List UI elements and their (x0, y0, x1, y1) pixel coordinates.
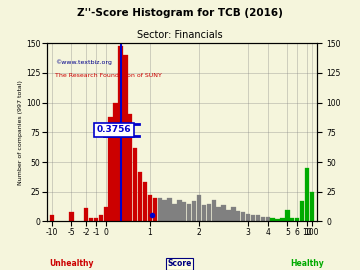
Bar (177, 200, 181, 221)
Bar (99, 215, 103, 221)
Bar (133, 148, 138, 221)
Bar (187, 204, 192, 221)
Bar (246, 214, 250, 221)
Bar (202, 205, 206, 221)
Text: ©www.textbiz.org: ©www.textbiz.org (55, 59, 112, 65)
Bar (172, 204, 177, 221)
Bar (167, 198, 172, 221)
Bar (310, 192, 314, 221)
Bar (148, 195, 152, 221)
Bar (138, 171, 142, 221)
Bar (305, 168, 309, 221)
Bar (236, 211, 240, 221)
Bar (285, 210, 289, 221)
Bar (158, 198, 162, 221)
Bar (108, 117, 113, 221)
Bar (69, 212, 73, 221)
Bar (261, 217, 265, 221)
Bar (212, 200, 216, 221)
Bar (221, 205, 226, 221)
Bar (216, 207, 221, 221)
Bar (251, 215, 255, 221)
Bar (104, 207, 108, 221)
Bar (280, 218, 285, 221)
Bar (113, 103, 118, 221)
Bar (162, 200, 167, 221)
Bar (226, 210, 231, 221)
Text: Unhealthy: Unhealthy (49, 259, 94, 268)
Y-axis label: Number of companies (997 total): Number of companies (997 total) (18, 80, 23, 185)
Bar (266, 217, 270, 221)
Text: Sector: Financials: Sector: Financials (137, 30, 223, 40)
Bar (241, 212, 246, 221)
Bar (84, 208, 88, 221)
Bar (153, 198, 157, 221)
Bar (300, 201, 304, 221)
Text: 0.3756: 0.3756 (97, 126, 131, 134)
Bar (275, 219, 280, 221)
Bar (192, 201, 196, 221)
Bar (207, 204, 211, 221)
Text: Healthy: Healthy (290, 259, 324, 268)
Text: Score: Score (167, 259, 192, 268)
Bar (50, 215, 54, 221)
Text: Z''-Score Histogram for TCB (2016): Z''-Score Histogram for TCB (2016) (77, 8, 283, 18)
Bar (143, 182, 147, 221)
Bar (197, 195, 201, 221)
Bar (295, 218, 300, 221)
Bar (94, 218, 98, 221)
Bar (118, 46, 123, 221)
Bar (231, 207, 235, 221)
Bar (89, 218, 93, 221)
Text: The Research Foundation of SUNY: The Research Foundation of SUNY (55, 73, 162, 79)
Bar (290, 218, 294, 221)
Bar (182, 202, 186, 221)
Bar (270, 218, 275, 221)
Bar (123, 55, 127, 221)
Bar (128, 114, 132, 221)
Bar (256, 215, 260, 221)
